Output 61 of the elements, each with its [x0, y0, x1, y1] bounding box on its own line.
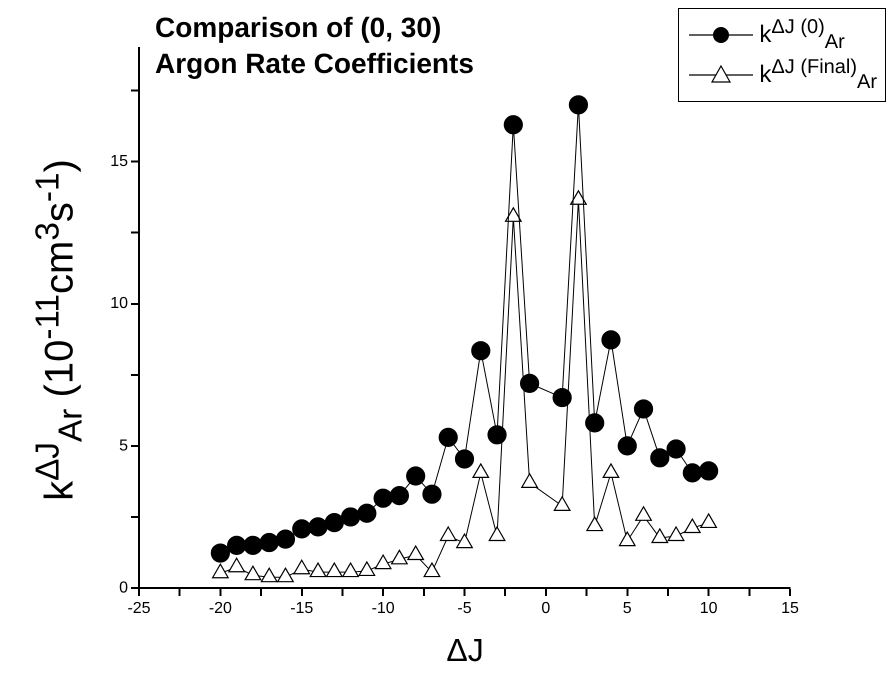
point — [472, 463, 490, 478]
point — [438, 428, 458, 447]
point — [374, 488, 393, 508]
point — [699, 461, 718, 481]
point — [358, 561, 376, 576]
point — [520, 374, 540, 393]
y-tick-label: 0 — [119, 579, 128, 596]
point — [440, 526, 457, 542]
point — [650, 448, 670, 468]
point — [244, 566, 262, 580]
point — [618, 436, 637, 456]
point — [666, 439, 686, 459]
point — [277, 568, 294, 582]
x-tick-label: 10 — [700, 600, 718, 618]
point — [602, 463, 620, 478]
point — [618, 532, 636, 546]
point — [407, 545, 424, 560]
point — [651, 528, 668, 544]
point — [684, 518, 701, 534]
point — [488, 526, 506, 542]
point — [293, 560, 310, 574]
point — [456, 533, 473, 548]
x-axis-title: ΔJ — [446, 632, 484, 669]
x-tick-label: -5 — [457, 600, 472, 618]
point — [635, 506, 652, 521]
x-tick-label: 15 — [781, 600, 799, 618]
chart-title: Comparison of (0, 30) Argon Rate Coefficients — [155, 11, 475, 81]
point — [424, 562, 440, 578]
point — [700, 513, 718, 528]
x-tick-label: 5 — [622, 600, 632, 618]
point — [586, 516, 604, 532]
point — [554, 496, 571, 511]
point — [342, 562, 359, 578]
point — [228, 558, 246, 572]
point — [521, 473, 538, 488]
point — [374, 554, 392, 570]
point — [310, 562, 326, 578]
x-tick-label: -15 — [290, 600, 314, 618]
y-tick-label: 5 — [119, 437, 128, 454]
point — [668, 526, 684, 542]
point — [585, 413, 604, 432]
point — [471, 341, 490, 360]
y-tick-label: 15 — [110, 153, 128, 170]
point — [552, 388, 572, 408]
point — [634, 399, 654, 419]
x-tick-label: -25 — [127, 600, 151, 618]
x-tick-label: 0 — [541, 600, 550, 618]
point — [390, 486, 409, 506]
point — [406, 466, 426, 486]
y-tick-label: 10 — [110, 295, 128, 312]
point — [391, 550, 408, 564]
point — [454, 449, 474, 469]
point — [260, 568, 278, 582]
point — [422, 484, 442, 504]
point — [326, 562, 343, 578]
x-tick-label: -20 — [208, 600, 232, 618]
point — [487, 425, 507, 444]
point — [601, 330, 621, 350]
x-tick-label: -10 — [372, 600, 395, 618]
point — [212, 564, 229, 578]
point — [682, 463, 702, 482]
